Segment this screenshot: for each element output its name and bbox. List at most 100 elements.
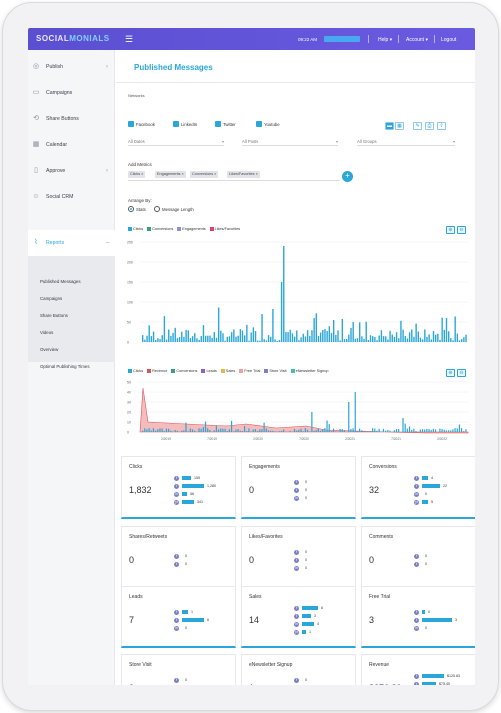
sidebar-item-calendar[interactable]: ▦ Calendar [32,141,68,148]
chart-bar[interactable] [170,430,172,432]
stat-card[interactable]: Clicks 1,832 f 155 t 1,280 in 56 yt 341 [121,456,236,519]
chart-bar[interactable] [447,331,450,342]
chart-bar[interactable] [243,425,246,432]
menu-icon[interactable]: ☰ [125,34,134,44]
stat-card[interactable]: Comments 0 f 0 t 0 [361,526,475,589]
chart-bar[interactable] [168,329,170,342]
chart-bar[interactable] [406,338,409,342]
chart-bar[interactable] [215,337,218,342]
chart-bar[interactable] [293,428,296,432]
chart-bar[interactable] [196,338,198,342]
chart-bar[interactable] [437,333,439,342]
legend-item[interactable]: Conversions [171,369,197,373]
chart-bar[interactable] [404,423,406,432]
chart-bar[interactable] [298,429,300,432]
chart-bar[interactable] [224,428,226,432]
chart-bar[interactable] [330,431,332,432]
chart-bar[interactable] [274,339,276,342]
chart-bar[interactable] [152,428,155,432]
account-menu[interactable]: Account ▾ [406,37,428,43]
user-name-placeholder[interactable] [324,36,360,42]
chart-bar[interactable] [278,339,281,342]
chart-bar[interactable] [163,431,165,432]
chart-bar[interactable] [400,320,402,342]
chart-bar[interactable] [174,429,176,432]
chart-bar[interactable] [306,429,309,432]
chart-bar[interactable] [395,429,398,432]
legend-item[interactable]: Clicks [128,369,143,373]
chart-bar[interactable] [233,431,235,432]
metric-chip-conversions[interactable]: Conversions × [190,171,219,178]
chart-bar[interactable] [285,331,287,342]
chart-bar[interactable] [204,335,207,342]
chart-bar[interactable] [376,340,378,342]
chart-bar[interactable] [309,335,311,342]
chart-bar[interactable] [385,336,387,342]
chart-bar[interactable] [363,338,365,342]
chart-bar[interactable] [250,332,252,342]
chart-bar[interactable] [228,429,230,432]
chart-bar[interactable] [326,420,328,432]
chart-bar[interactable] [165,339,168,342]
chart-bar[interactable] [330,333,333,342]
chart-bar[interactable] [207,428,209,432]
chart-bar[interactable] [289,430,291,432]
sidebar-item-share-buttons[interactable]: ⟲ Share Buttons [33,115,79,122]
chart-bar[interactable] [302,333,304,342]
chart-bar[interactable] [185,422,187,432]
chart-bar[interactable] [350,429,352,432]
chart-bar[interactable] [150,430,152,432]
linkedin-checkbox[interactable] [173,121,179,127]
chart-bar[interactable] [319,430,322,432]
chart-bar[interactable] [389,430,391,432]
chart-bar[interactable] [163,316,166,342]
chart-bar[interactable] [226,336,229,342]
chart-bar[interactable] [270,430,272,432]
chart-bar[interactable] [348,402,350,432]
chart-bar[interactable] [404,336,406,342]
chart-bar[interactable] [326,331,328,342]
chart-bar[interactable] [185,329,187,342]
zoom-in-icon[interactable]: ⊕ [446,369,455,377]
chart-bar[interactable] [222,428,224,432]
chart-bar[interactable] [148,428,150,432]
chart-bar[interactable] [283,246,285,342]
chart-bar[interactable] [254,429,257,432]
chart-bar[interactable] [213,332,216,342]
chart-bar[interactable] [398,429,400,432]
chart-bar[interactable] [426,336,428,342]
chart-bar[interactable] [413,428,415,432]
chart-bar[interactable] [217,307,220,342]
legend-item[interactable]: Leads [201,369,217,373]
chart-bar[interactable] [243,335,246,342]
chart-bar[interactable] [259,340,261,342]
chart-bar[interactable] [287,332,289,342]
chart-bar[interactable] [447,430,450,432]
groups-dropdown[interactable]: All Groups ▾ [357,139,455,146]
facebook-checkbox[interactable] [128,121,134,127]
chart-bar[interactable] [233,329,235,342]
chart-bar[interactable] [359,322,361,342]
chart-bar[interactable] [159,339,161,342]
chart-bar[interactable] [211,337,213,342]
chart-bar[interactable] [343,430,346,432]
chart-bar[interactable] [224,340,226,342]
chart-bar[interactable] [374,428,376,432]
chart-bar[interactable] [194,333,196,342]
chart-bar[interactable] [267,430,270,432]
chart-bar[interactable] [239,329,242,342]
stat-card[interactable]: Free Trial 3 f 0 t 3 in 0 [361,586,475,648]
chart-bar[interactable] [341,318,344,342]
chart-bar[interactable] [356,338,359,342]
chart-bar[interactable] [428,429,430,432]
chart-bar[interactable] [298,340,300,342]
print-icon[interactable]: ⎙ [425,122,434,130]
chart-bar[interactable] [235,429,237,432]
chart-bar[interactable] [178,337,181,342]
chart-bar[interactable] [300,428,302,432]
chart-bar[interactable] [142,335,144,342]
chart-bar[interactable] [385,430,387,432]
chart-bar[interactable] [335,334,337,342]
chart-bar[interactable] [155,430,157,432]
chart-bar[interactable] [339,428,341,432]
